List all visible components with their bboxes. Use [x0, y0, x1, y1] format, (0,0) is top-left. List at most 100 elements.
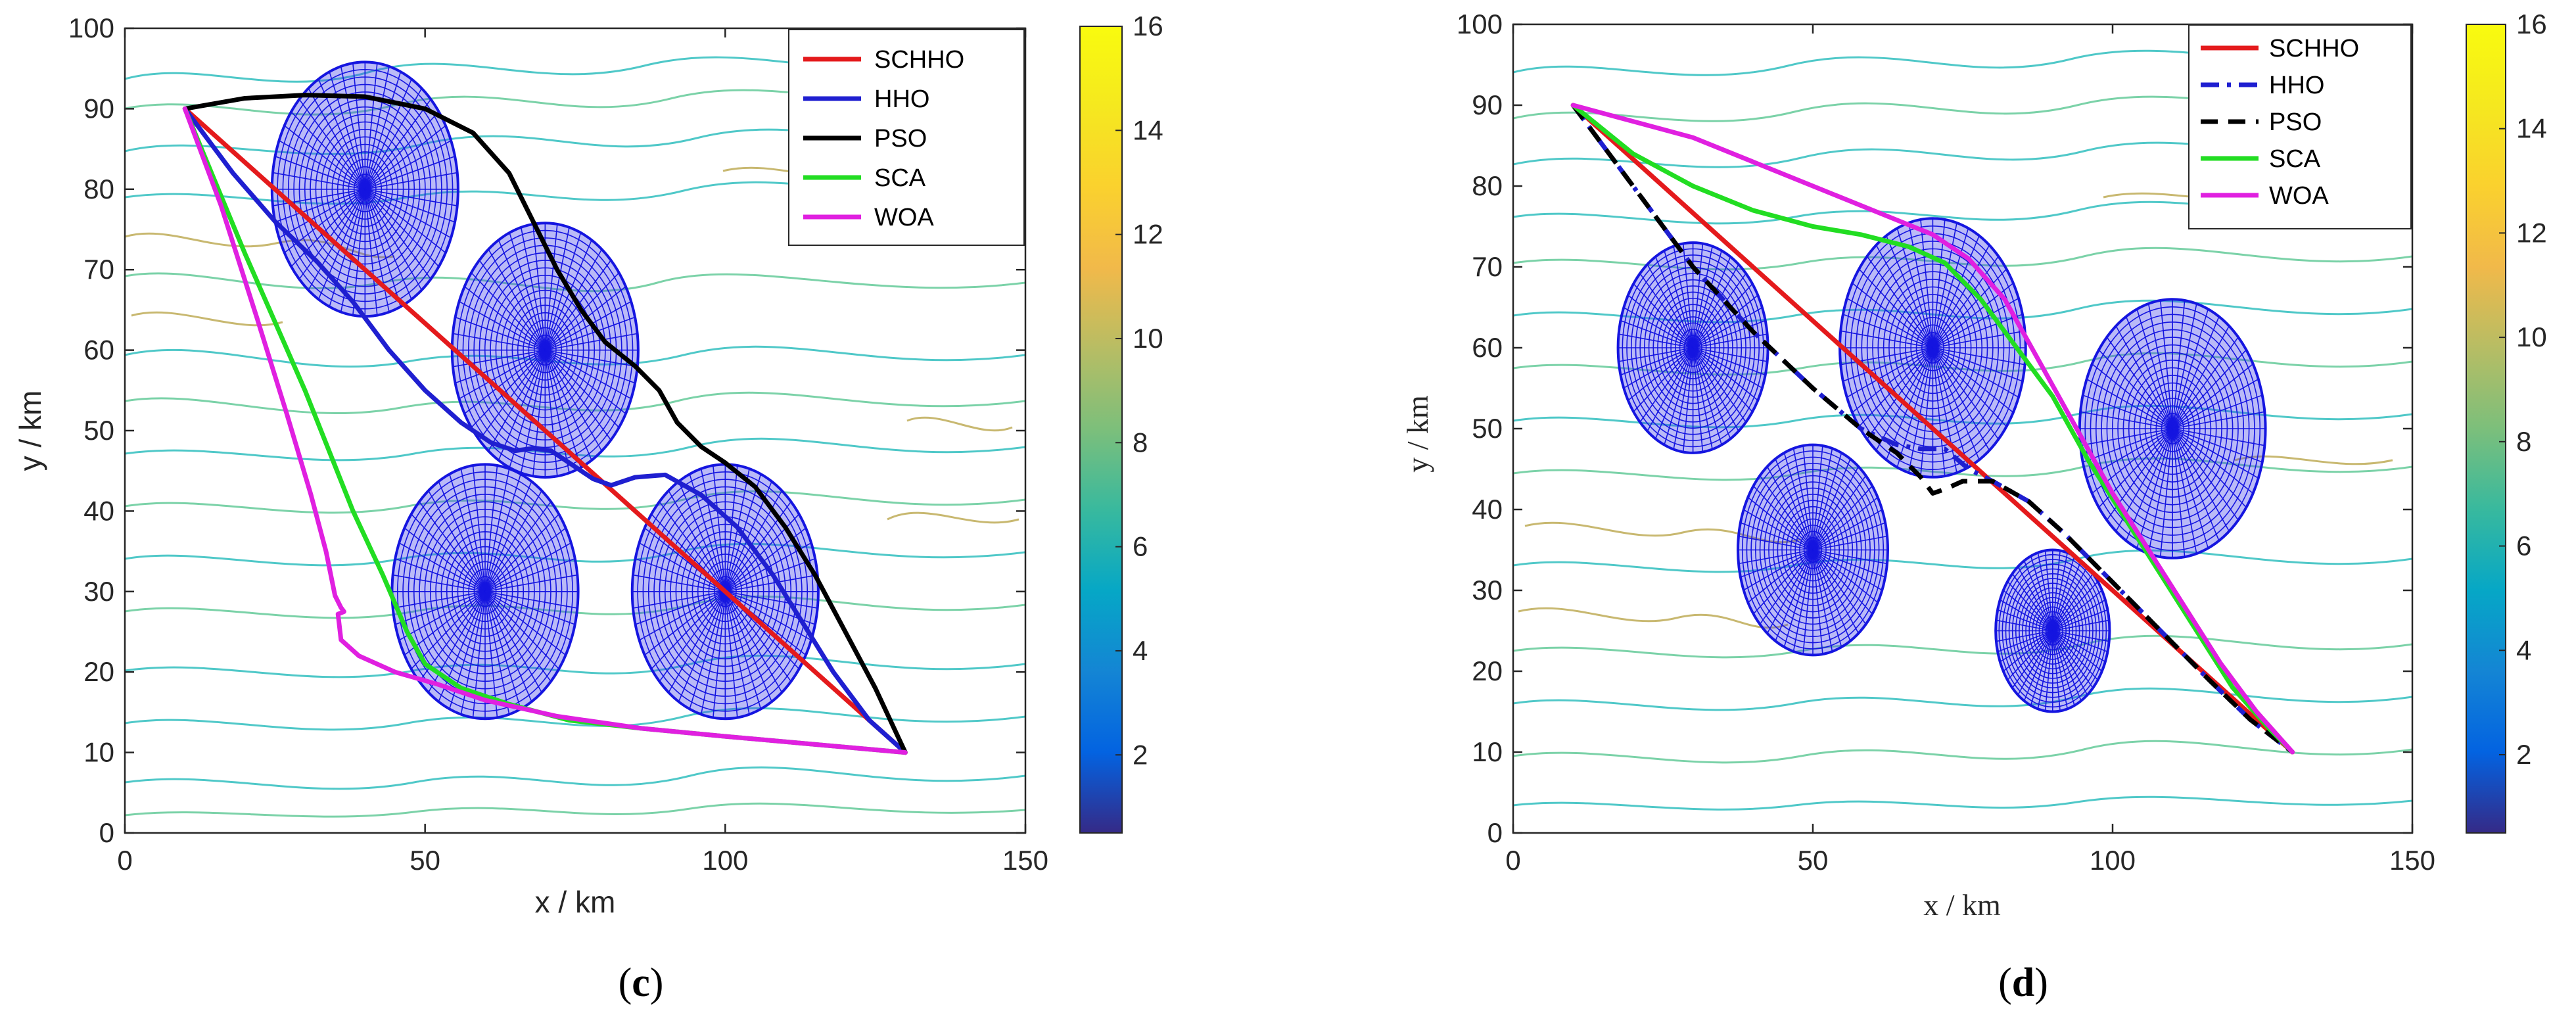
obstacle-spoke [1692, 347, 1739, 432]
obstacle-spoke [1628, 295, 1694, 348]
legend-label-sca: SCA [2269, 145, 2321, 173]
series-c [182, 93, 908, 755]
colorbar-gradient-c [1079, 26, 1123, 834]
obstacle-spoke [1738, 535, 1814, 551]
obstacle-spoke [2125, 316, 2173, 429]
obstacle-spoke [1692, 347, 1713, 450]
legend-label-schho: SCHHO [874, 46, 964, 74]
obstacle-spoke [364, 79, 412, 190]
obstacle-spoke [1623, 307, 1694, 348]
y-tick-label: 70 [1472, 251, 1503, 282]
colorbar-tick-label: 10 [1133, 323, 1163, 354]
obstacle-spoke [2052, 560, 2082, 631]
legend-d: SCHHO HHO PSO SCA WOA [2188, 24, 2412, 229]
obstacle-spoke [1932, 256, 2000, 348]
obstacle-spoke [1693, 347, 1768, 362]
obstacle-spoke [1920, 219, 1934, 348]
obstacle-spoke [1692, 347, 1704, 452]
obstacle-spoke [392, 591, 486, 609]
obstacle-spoke [1812, 549, 1883, 591]
obstacle-spoke [544, 350, 592, 461]
obstacle-spoke [2172, 378, 2259, 429]
x-axis-ticks-d: 0 50 100 150 [1505, 24, 2435, 876]
obstacle-spoke [700, 468, 726, 592]
obstacle-spoke [1812, 549, 1879, 604]
x-tick-label: 0 [1505, 845, 1520, 876]
obstacle-spoke [1812, 550, 1851, 642]
obstacle-spoke [1932, 347, 2019, 398]
y-tick-label: 60 [83, 335, 114, 366]
obstacles-c [270, 60, 820, 721]
obstacle-spoke [1932, 347, 1990, 451]
obstacle-spoke [2052, 630, 2075, 706]
obstacle-spoke [364, 189, 440, 268]
obstacle-spoke [2052, 590, 2103, 632]
obstacle-spoke [659, 591, 726, 682]
obstacle-spoke [411, 513, 486, 592]
obstacle-spoke [2159, 428, 2173, 557]
obstacle-spoke [2172, 325, 2230, 429]
y-tick-label: 100 [68, 12, 114, 43]
obstacle-spoke [544, 350, 603, 452]
obstacle-spoke [484, 591, 551, 682]
obstacle-spoke [364, 111, 440, 190]
obstacle-spoke [1647, 347, 1694, 432]
obstacle-spoke [1920, 347, 1934, 477]
series-line-woa [1570, 103, 2295, 755]
obstacle-spoke [1932, 347, 1946, 477]
obstacle-spoke [2030, 556, 2053, 631]
obstacle-spoke [1647, 264, 1694, 348]
obstacle-spoke [455, 349, 546, 384]
obstacle-spoke [545, 316, 636, 351]
obstacle-spoke [1812, 466, 1860, 550]
obstacle-spoke [1693, 347, 1763, 389]
obstacle-spoke [2125, 428, 2173, 541]
obstacle-spoke [2052, 552, 2069, 631]
obstacle-spoke [1908, 222, 1934, 348]
obstacle-spoke [1654, 347, 1694, 439]
obstacle-spoke [2172, 428, 2209, 549]
obstacle-spoke [2030, 630, 2053, 706]
obstacle-spoke [1932, 347, 2023, 382]
obstacle-spoke [275, 155, 365, 190]
obstacle-spoke [1693, 347, 1758, 401]
obstacle-spoke [544, 350, 582, 468]
obstacle-spoke [724, 591, 812, 641]
obstacle-spoke [1932, 297, 2019, 348]
series-line-hho [182, 106, 908, 755]
series-d [1570, 103, 2295, 755]
obstacle-spoke [2052, 630, 2106, 663]
obstacle-spoke [479, 260, 546, 351]
obstacle-spoke [428, 490, 486, 592]
obstacle-spoke [438, 481, 486, 592]
obstacle-spoke [365, 189, 457, 206]
obstacle-spoke [1812, 458, 1851, 550]
obstacle-spoke [532, 224, 546, 350]
obstacle-spoke [472, 465, 486, 592]
x-tick-label: 150 [1002, 845, 1048, 876]
obstacle-spoke [678, 481, 726, 592]
obstacle-spoke [2172, 300, 2186, 429]
obstacle-spoke [1792, 550, 1814, 652]
obstacle-spoke [1682, 243, 1694, 348]
obstacle-spoke [484, 591, 532, 702]
obstacle-spoke [464, 349, 546, 414]
colorbar-tick-label: 2 [2516, 739, 2531, 770]
y-axis-ticks-d: 0 10 20 30 40 50 60 70 80 90 100 [1457, 9, 2412, 848]
obstacle-spoke [1766, 550, 1814, 634]
obstacle-spoke [1693, 347, 1753, 412]
y-tick-label: 70 [83, 254, 114, 285]
obstacle-spoke [544, 350, 570, 473]
obstacle-spoke [1752, 485, 1814, 551]
y-axis-label-d: y / km [1401, 395, 1434, 473]
obstacle-spoke [725, 574, 818, 592]
obstacle-spoke [308, 87, 366, 190]
obstacle-spoke [484, 481, 532, 592]
obstacle-spoke [545, 349, 636, 384]
obstacle-spoke [1692, 256, 1731, 348]
obstacles-d [1616, 217, 2267, 713]
colorbar-tick-label: 6 [2516, 531, 2531, 561]
obstacle-spoke [1775, 458, 1814, 550]
